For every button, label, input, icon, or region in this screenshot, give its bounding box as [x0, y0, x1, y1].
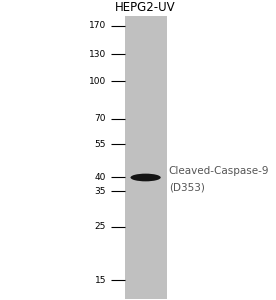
Text: 130: 130: [89, 50, 106, 58]
Text: 15: 15: [95, 276, 106, 285]
Text: HEPG2-UV: HEPG2-UV: [115, 1, 176, 14]
Text: (D353): (D353): [169, 183, 205, 193]
Text: 25: 25: [95, 222, 106, 231]
Text: 40: 40: [95, 173, 106, 182]
Text: 170: 170: [89, 21, 106, 30]
Text: 35: 35: [95, 187, 106, 196]
Text: 70: 70: [95, 114, 106, 123]
Text: 100: 100: [89, 77, 106, 86]
Ellipse shape: [131, 174, 161, 182]
Text: 55: 55: [95, 140, 106, 148]
Bar: [125, 16, 166, 298]
Text: Cleaved-Caspase-9: Cleaved-Caspase-9: [169, 167, 269, 176]
